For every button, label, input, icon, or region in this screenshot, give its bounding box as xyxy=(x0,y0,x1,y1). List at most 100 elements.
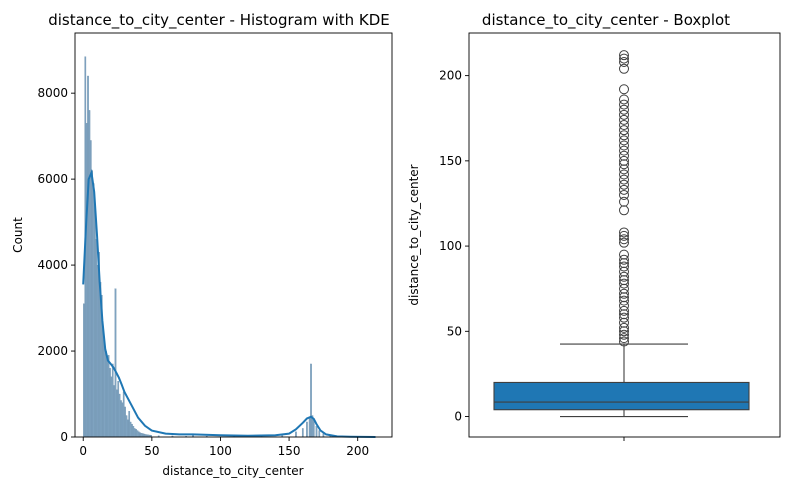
boxplot-outlier-point xyxy=(619,317,629,328)
histogram-bar xyxy=(315,426,318,438)
boxplot-outlier-point xyxy=(619,174,629,185)
boxplot-outlier-point xyxy=(619,164,629,175)
boxplot-outlier-point xyxy=(619,145,629,156)
histogram-bar xyxy=(139,432,142,438)
boxplot-outlier-point xyxy=(619,322,629,333)
histogram-bar xyxy=(103,342,106,438)
boxplot-outlier-point xyxy=(619,125,629,136)
histogram-bar xyxy=(91,170,93,438)
boxplot-y-tick-label: 0 xyxy=(454,410,462,424)
histogram-y-tick-label: 4000 xyxy=(37,258,68,272)
boxplot-y-tick-label: 50 xyxy=(447,324,462,338)
histogram-bar xyxy=(135,429,137,438)
histogram-bar xyxy=(117,380,120,438)
histogram-bar xyxy=(133,428,136,438)
histogram-bar xyxy=(310,363,312,438)
boxplot-outlier-point xyxy=(619,53,629,64)
boxplot-outlier-point xyxy=(619,261,629,272)
boxplot-outlier-point xyxy=(619,63,629,74)
boxplot-outlier-point xyxy=(619,109,629,120)
histogram-axes-frame xyxy=(74,32,393,438)
boxplot-outlier-point xyxy=(619,50,629,61)
boxplot-outlier-point xyxy=(619,184,629,195)
boxplot-outlier-point xyxy=(619,150,629,161)
boxplot-outlier-point xyxy=(619,305,629,316)
histogram-bar xyxy=(83,303,85,438)
histogram-bar xyxy=(120,400,122,438)
boxplot-y-ticks: 0 50 100 150 200 xyxy=(439,69,469,424)
histogram-bar xyxy=(106,359,109,438)
histogram-bar xyxy=(113,385,115,438)
histogram-bar xyxy=(318,430,321,438)
boxplot-outlier-point xyxy=(619,227,629,238)
boxplot-outlier-point xyxy=(619,114,629,125)
histogram-bar xyxy=(312,419,315,438)
histogram-y-tick-label: 6000 xyxy=(37,172,68,186)
boxplot-outlier-point xyxy=(619,130,629,141)
histogram-bar xyxy=(131,423,133,438)
histogram-bar xyxy=(111,363,114,438)
histogram-bar xyxy=(124,406,126,438)
histogram-y-tick-label: 0 xyxy=(60,430,68,444)
histogram-y-ticks: 0 2000 4000 6000 8000 xyxy=(37,86,75,444)
histogram-y-tick-label: 8000 xyxy=(37,86,68,100)
boxplot-outlier-point xyxy=(619,189,629,200)
histogram-bar xyxy=(137,431,140,438)
boxplot-outlier-point xyxy=(619,230,629,241)
histogram-x-tick-label: 200 xyxy=(346,444,369,458)
histogram-bar xyxy=(116,389,118,438)
histogram-bar xyxy=(88,110,91,438)
histogram-title: distance_to_city_center - Histogram with… xyxy=(48,11,390,30)
boxplot-outlier-point xyxy=(619,179,629,190)
histogram-bar xyxy=(125,415,128,438)
histogram-bar xyxy=(107,355,110,438)
boxplot-y-tick-label: 100 xyxy=(439,239,462,253)
boxplot-outlier-point xyxy=(619,278,629,289)
boxplot-chart: distance_to_city_center - Boxplot 0 50 100… xyxy=(407,11,781,441)
boxplot-outlier-point xyxy=(619,120,629,131)
histogram-x-tick-label: 100 xyxy=(209,444,232,458)
boxplot-outlier-point xyxy=(619,94,629,105)
boxplot-axes-frame xyxy=(468,32,781,438)
boxplot-outlier-point xyxy=(619,99,629,110)
histogram-x-tick-label: 50 xyxy=(144,444,159,458)
boxplot-title: distance_to_city_center - Boxplot xyxy=(482,11,730,30)
boxplot-outlier-point xyxy=(619,288,629,299)
boxplot-outlier-point xyxy=(619,254,629,265)
boxplot-outlier-point xyxy=(619,271,629,282)
histogram-y-label: Count xyxy=(11,217,25,253)
boxplot-outlier-point xyxy=(619,169,629,180)
kde-line xyxy=(82,169,376,438)
histogram-bar xyxy=(87,75,89,438)
histogram-bar xyxy=(295,431,297,438)
boxplot-outlier-point xyxy=(619,234,629,245)
boxplot-outlier-point xyxy=(619,140,629,151)
boxplot-box xyxy=(493,381,750,411)
histogram-bar xyxy=(114,288,117,438)
histogram-bar xyxy=(89,140,92,438)
boxplot-outlier-point xyxy=(619,56,629,67)
boxplot-outlier-point xyxy=(619,196,629,207)
histogram-bar xyxy=(121,402,124,438)
histogram-x-ticks: 0 50 100 150 200 xyxy=(79,437,369,458)
histogram-bar xyxy=(128,411,131,438)
histogram-bar xyxy=(322,433,325,438)
boxplot-outlier-point xyxy=(619,329,629,340)
histogram-bar xyxy=(129,421,132,438)
boxplot-outlier-point xyxy=(619,135,629,146)
histogram-bar xyxy=(143,433,146,438)
boxplot-outlier-point xyxy=(619,155,629,166)
boxplot-outlier-point xyxy=(619,295,629,306)
histogram-bar xyxy=(301,428,304,438)
boxplot-box-group xyxy=(493,343,750,418)
histogram-bar xyxy=(308,417,311,438)
histogram-bars xyxy=(83,56,359,438)
histogram-bar xyxy=(118,393,121,438)
boxplot-outlier-point xyxy=(619,283,629,294)
boxplot-y-tick-label: 150 xyxy=(439,154,462,168)
boxplot-outliers xyxy=(619,50,629,347)
boxplot-y-tick-label: 200 xyxy=(439,69,462,83)
boxplot-outlier-point xyxy=(619,312,629,323)
histogram-bar xyxy=(140,432,143,438)
